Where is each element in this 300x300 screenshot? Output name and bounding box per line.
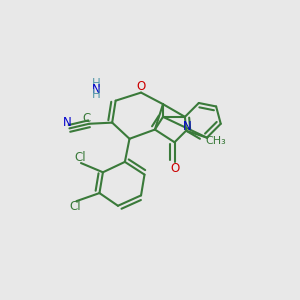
Text: CH₃: CH₃ [206,136,226,146]
Text: H: H [92,77,100,90]
Text: C: C [82,112,91,124]
Text: O: O [136,80,146,93]
Text: Cl: Cl [74,152,85,164]
Text: N: N [63,116,71,129]
Text: N: N [183,120,192,133]
Text: Cl: Cl [69,200,81,213]
Text: O: O [170,162,179,175]
Text: H: H [92,88,100,101]
Text: N: N [92,82,100,96]
